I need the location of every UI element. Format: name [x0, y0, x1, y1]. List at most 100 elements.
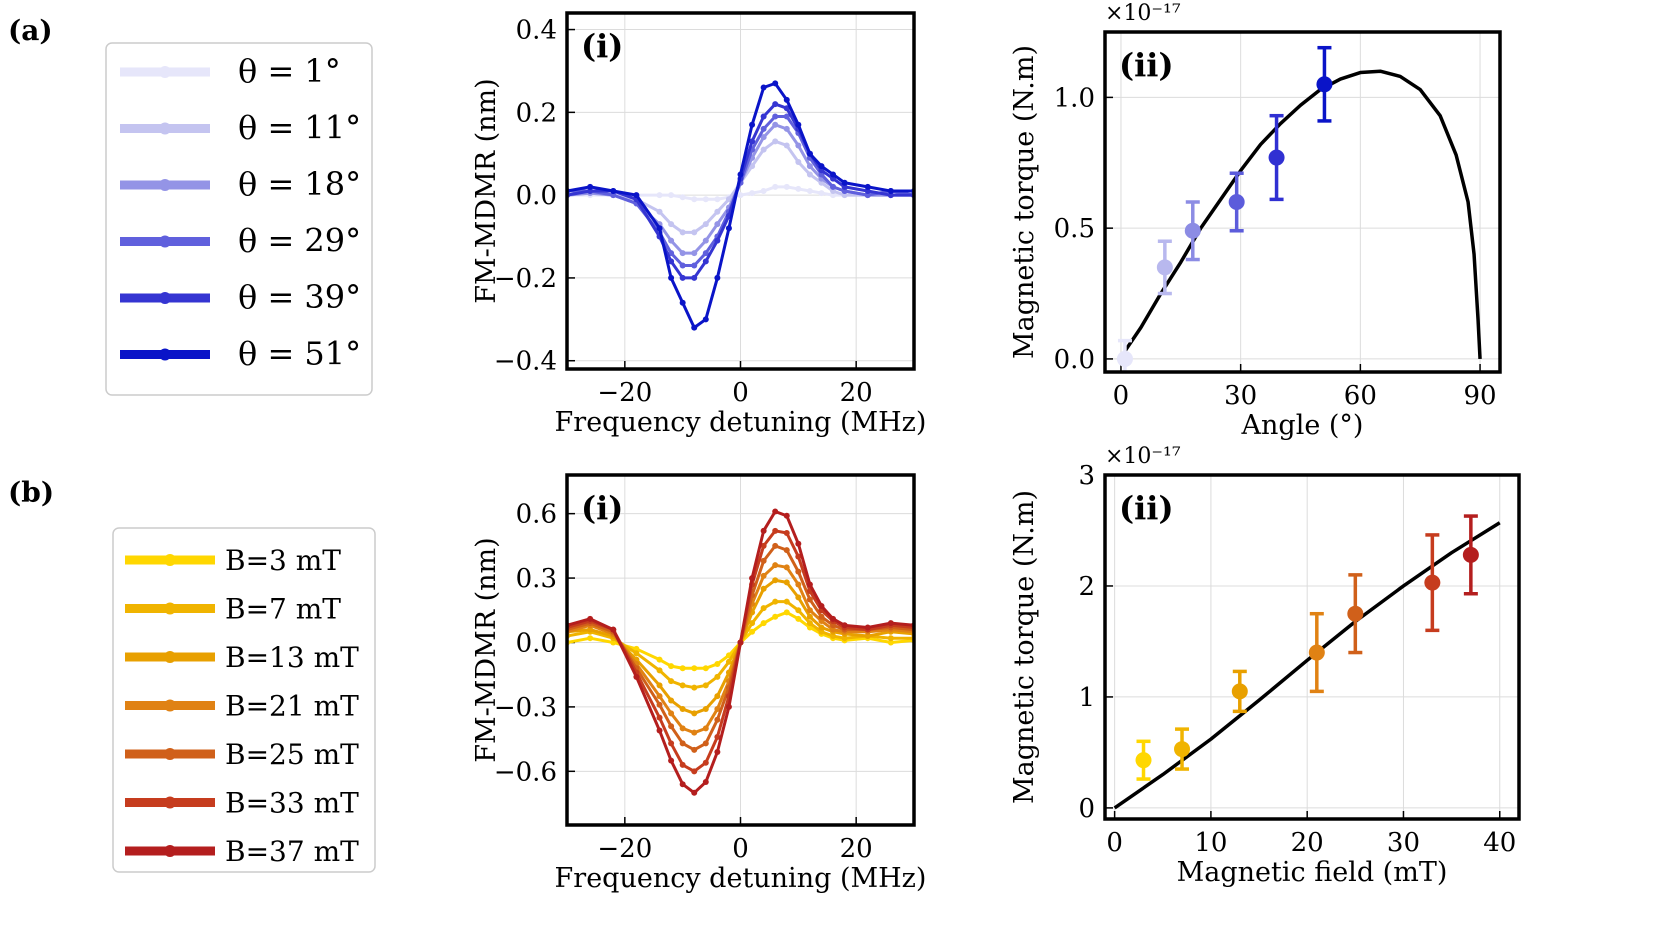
scatter-point: [1228, 194, 1245, 210]
data-point: [679, 262, 686, 269]
data-point: [818, 602, 825, 609]
data-point: [702, 682, 709, 689]
legend-swatch-marker: [159, 66, 171, 78]
x-tick-label: 20: [1291, 828, 1324, 858]
legend-label: θ = 29°: [238, 222, 361, 260]
legend-swatch-marker: [164, 748, 176, 760]
data-point: [806, 620, 813, 627]
legend-b: B=3 mT B=7 mT B=13 mT B=21 mT B=25 mT B=33 mT…: [112, 527, 376, 873]
subplot-tag: (i): [581, 489, 623, 527]
data-point: [795, 540, 802, 547]
data-point: [783, 125, 790, 132]
data-point: [633, 645, 640, 652]
data-point: [760, 188, 767, 194]
data-point: [714, 693, 721, 700]
data-point: [795, 568, 802, 575]
x-axis-label: Magnetic field (mT): [1177, 857, 1448, 888]
data-point: [772, 562, 779, 569]
data-point: [760, 125, 767, 132]
legend-label: B=7 mT: [225, 593, 341, 626]
data-point: [818, 163, 825, 170]
data-point: [830, 192, 837, 199]
data-point: [806, 150, 813, 157]
data-point: [783, 512, 790, 519]
data-point: [806, 607, 813, 614]
legend-swatch-marker: [159, 179, 171, 191]
x-tick-label: 30: [1387, 828, 1420, 858]
data-point: [830, 626, 837, 633]
data-point: [887, 188, 894, 194]
data-point: [691, 710, 698, 717]
y-tick-label: 0.3: [516, 564, 557, 594]
data-point: [702, 250, 709, 257]
data-point: [841, 622, 848, 629]
data-point: [760, 146, 767, 153]
y-axis-label: FM-MDMR (nm): [471, 78, 502, 303]
scatter-point: [1116, 350, 1133, 367]
data-point: [818, 624, 825, 631]
data-point: [702, 706, 709, 713]
data-point: [633, 192, 640, 199]
legend-label: B=25 mT: [225, 738, 359, 771]
x-tick-label: 30: [1224, 381, 1257, 411]
data-point: [818, 628, 825, 635]
data-point: [679, 665, 686, 672]
legend-swatch-marker: [159, 348, 171, 361]
y-axis-label: Magnetic torque (N.m): [1009, 45, 1040, 359]
scatter-point: [1308, 644, 1325, 661]
x-tick-label: 0: [732, 834, 749, 864]
data-point: [795, 594, 802, 601]
data-point: [749, 163, 756, 170]
data-point: [783, 598, 790, 605]
data-point: [587, 635, 594, 642]
x-tick-label: −20: [597, 834, 652, 864]
data-point: [772, 508, 779, 515]
scatter-point: [1268, 149, 1285, 166]
data-point: [772, 138, 779, 145]
data-point: [818, 190, 825, 197]
plot-area: [567, 508, 914, 796]
data-point: [668, 192, 675, 199]
data-point: [783, 142, 790, 149]
data-point: [656, 667, 663, 674]
legend-label: θ = 1°: [238, 52, 341, 90]
subplot-tag: (ii): [1119, 489, 1174, 527]
data-point: [668, 221, 675, 228]
data-point: [702, 237, 709, 244]
data-point: [633, 673, 640, 680]
data-point: [772, 577, 779, 584]
subplot-tag: (ii): [1119, 46, 1174, 84]
y-tick-label: 2: [1078, 572, 1095, 602]
data-point: [737, 192, 744, 199]
data-point: [714, 660, 721, 667]
data-point: [714, 208, 721, 215]
y-tick-label: −0.3: [494, 693, 557, 723]
data-point: [725, 703, 732, 710]
data-point: [795, 615, 802, 622]
data-point: [702, 759, 709, 766]
data-point: [714, 221, 721, 228]
data-point: [725, 658, 732, 665]
data-point: [656, 225, 663, 232]
y-tick-label: −0.2: [494, 264, 557, 294]
legend-swatch-marker: [164, 651, 176, 663]
scatter-point: [1316, 76, 1333, 93]
data-point: [772, 183, 779, 190]
legend-a: θ = 1° θ = 11° θ = 18° θ = 29° θ = 39° θ = 51…: [105, 42, 373, 396]
legend-label: B=13 mT: [225, 641, 359, 674]
data-point: [864, 183, 871, 190]
data-point: [610, 192, 617, 199]
data-point: [783, 564, 790, 571]
data-point: [795, 553, 802, 560]
plot-area: [567, 80, 914, 331]
x-axis-label: Frequency detuning (MHz): [555, 863, 927, 894]
scatter-point: [1184, 222, 1201, 239]
data-point: [887, 192, 894, 199]
y-tick-label: 0.0: [1054, 345, 1095, 375]
data-point: [806, 596, 813, 603]
y-tick-label: 0.0: [516, 181, 557, 211]
data-point: [656, 208, 663, 215]
x-tick-label: 40: [1483, 828, 1516, 858]
y-tick-label: 1: [1078, 683, 1095, 713]
axes-frame: [565, 11, 916, 371]
